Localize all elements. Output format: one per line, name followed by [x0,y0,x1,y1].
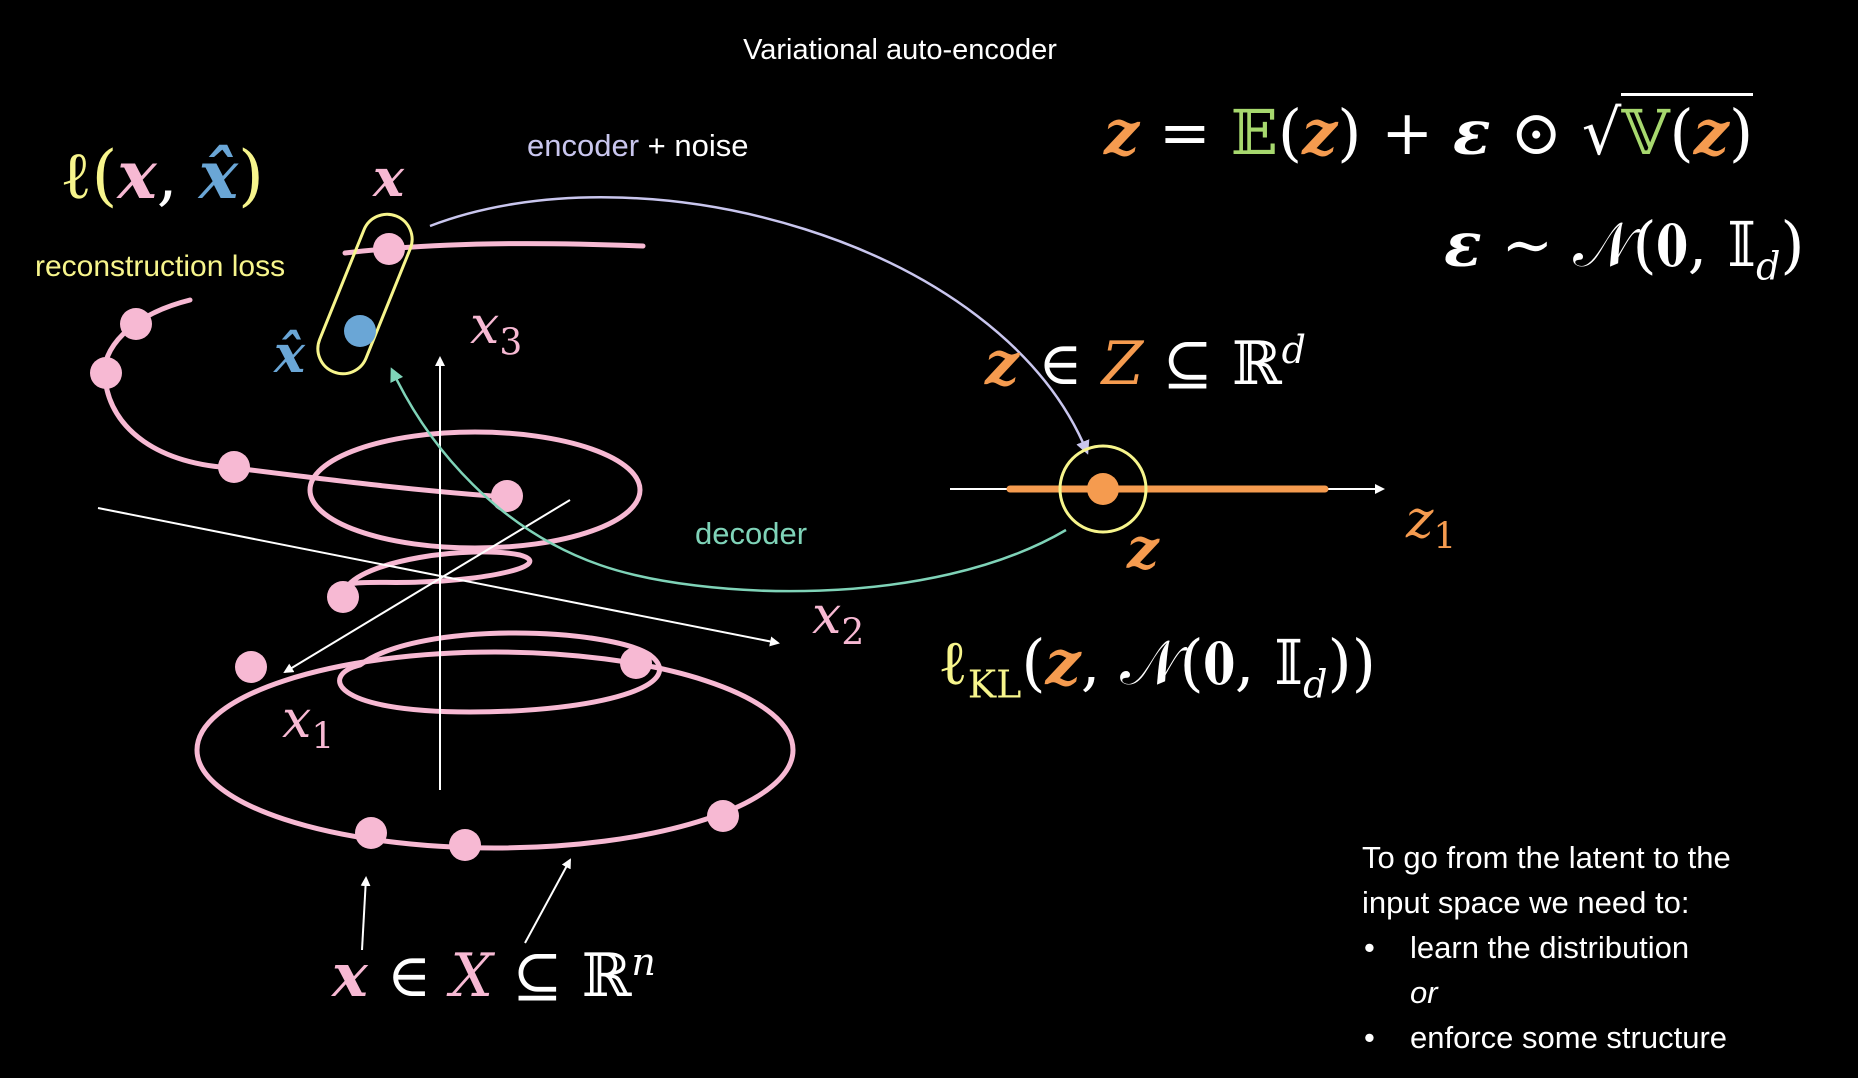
sqrt-overline: 𝕍(z) [1621,93,1754,169]
coordinate-axes [97,356,780,790]
kl-loss-formula: ℓKL(z, 𝒩(𝟎, 𝕀d)) [938,626,1376,707]
sample-point [355,817,387,849]
x2-axis-label: x2 [812,586,865,654]
x-point-label: x [373,148,405,209]
input-set-pointers [360,858,571,951]
noise-distribution-formula: ε ∼ 𝒩(𝟎, 𝕀d) [1444,208,1805,289]
latent-space-formula: z ∈ Z ⊆ ℝd [985,328,1306,399]
data-manifold-spiral [101,241,796,851]
x3-axis-label: x3 [470,296,523,364]
x2-axis [97,507,780,647]
sample-point [491,480,523,512]
reconstruction-capsule [316,212,414,376]
decoder-arrow [390,367,1067,593]
decoder-label: decoder [695,516,808,551]
reparameterization-formula: z = 𝔼(z) + ε ⊙ √𝕍(z) [1104,93,1754,169]
bullet-icon: • [1364,930,1375,965]
bullet-icon: • [1364,1020,1375,1055]
loss-formula: ℓ(x, x̂) [60,136,264,214]
explanation-note: To go from the latent to the input space… [1362,835,1731,1060]
input-point-x [373,233,405,265]
slide-title: Variational auto-encoder [743,34,1057,66]
sample-point [620,647,652,679]
x1-axis [283,499,571,674]
encoder-arrow [429,196,1090,455]
sample-point [449,829,481,861]
sample-point [90,357,122,389]
reconstruction-loss-label: reconstruction loss [35,250,286,283]
note-list: • learn the distribution or • enforce some… [1362,925,1731,1060]
note-line-1: To go from the latent to the [1362,840,1731,875]
latent-circle [1058,444,1148,534]
input-space-formula: x ∈ X ⊆ ℝn [332,940,656,1011]
z-point-label: z [1127,516,1159,582]
data-samples [90,308,739,861]
sample-point [235,651,267,683]
sample-point [327,581,359,613]
note-line-2: input space we need to: [1362,885,1690,920]
sample-point [120,308,152,340]
latent-point-z [1087,473,1119,505]
xhat-point-label: x̂ [274,324,306,385]
note-item-learn: • learn the distribution [1362,925,1731,970]
note-or: or [1410,975,1438,1010]
encoder-word: encoder [527,128,640,163]
sample-point [707,800,739,832]
encoder-label: encoder + noise [527,128,748,164]
noise-word: + noise [639,128,749,163]
x1-axis-label: x1 [282,690,335,758]
sample-point [218,451,250,483]
z1-axis-label: z1 [1406,490,1457,558]
reconstruction-point-xhat [344,315,376,347]
note-item-enforce: • enforce some structure [1362,1015,1731,1060]
